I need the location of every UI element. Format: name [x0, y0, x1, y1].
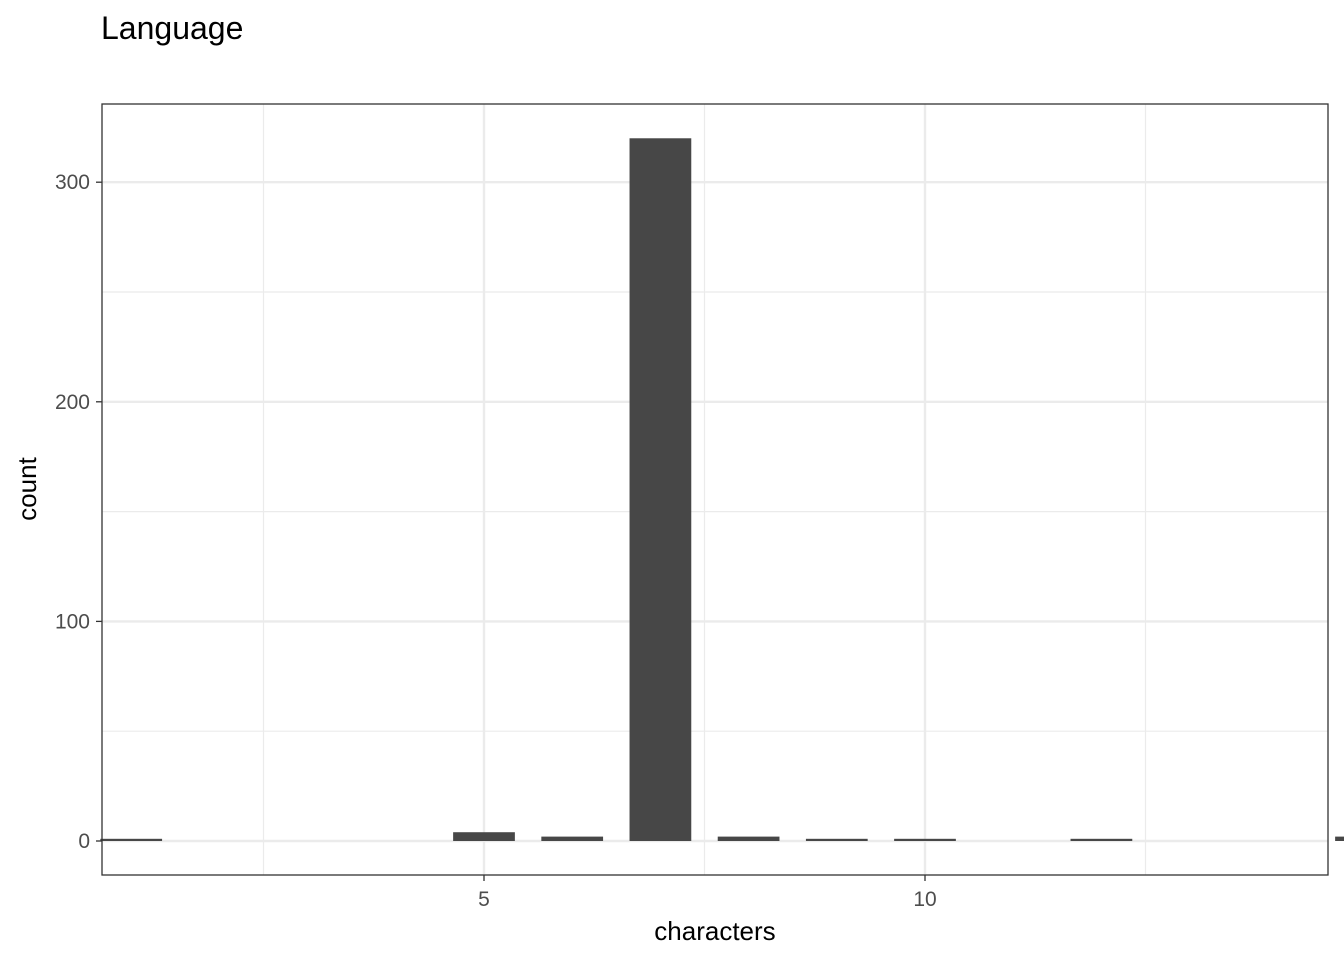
grid-lines: [102, 104, 1328, 875]
x-tick-label: 10: [913, 888, 936, 911]
bar: [541, 836, 604, 841]
y-tick-label: 100: [55, 610, 90, 633]
axis-ticks: 510150100200300: [55, 171, 937, 911]
bar: [453, 832, 515, 841]
x-tick-label: 5: [478, 888, 490, 911]
bar: [1070, 838, 1133, 841]
bar: [894, 838, 956, 841]
bar: [100, 838, 163, 841]
bar: [629, 138, 692, 841]
bars: [100, 138, 1344, 841]
x-axis-label: characters: [654, 916, 775, 946]
y-axis-label: count: [12, 456, 42, 520]
bar: [1335, 836, 1344, 841]
bar: [717, 836, 780, 841]
y-tick-label: 300: [55, 171, 90, 194]
panel-border: [101, 103, 1329, 876]
chart-title: Language: [101, 10, 243, 46]
y-tick-label: 200: [55, 391, 90, 414]
y-tick-label: 0: [78, 830, 90, 853]
bar: [805, 838, 868, 841]
